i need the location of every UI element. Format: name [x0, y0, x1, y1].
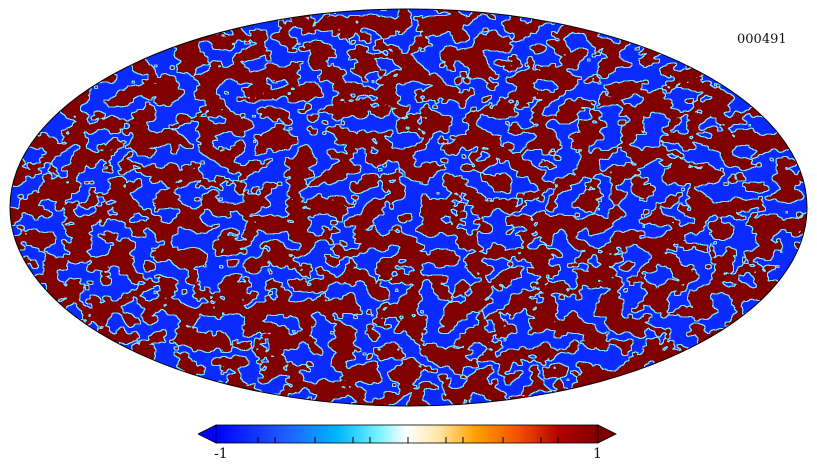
colorbar-max-label: 1: [593, 446, 602, 462]
sky-fluctuation-field: [10, 9, 807, 406]
colorbar-min-arrow: [198, 424, 217, 444]
colorbar: [198, 424, 617, 444]
colorbar-ticks: [215, 437, 599, 443]
colorbar-max-arrow: [597, 424, 617, 444]
map-outline: [9, 8, 808, 407]
colorbar-min-label: -1: [214, 446, 228, 462]
map-id-label: 000491: [737, 32, 787, 47]
